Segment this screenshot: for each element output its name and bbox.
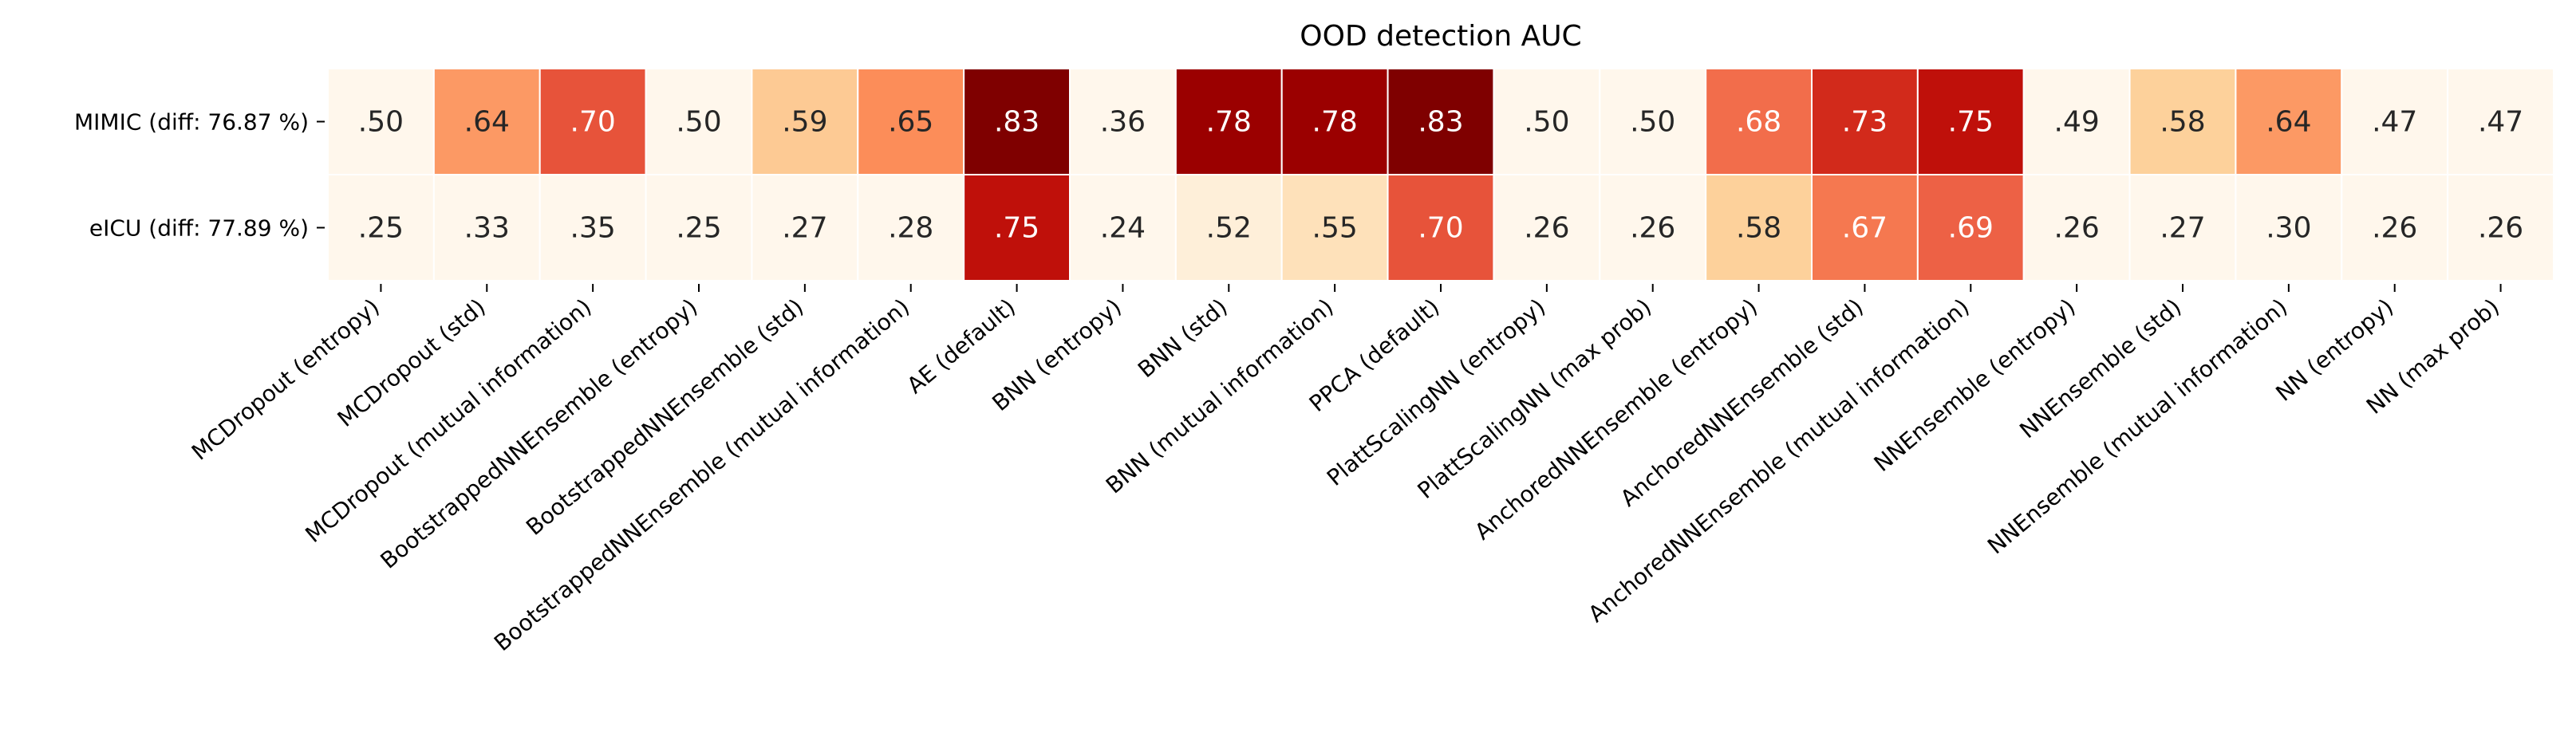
cell-value-label: .27 (2160, 212, 2205, 245)
cell-value-label: .25 (358, 212, 404, 245)
heatmap-cell (538, 68, 647, 175)
cell-value-label: .59 (782, 106, 827, 139)
cell-value-label: .58 (2160, 106, 2205, 139)
heatmap-cell (1599, 174, 1707, 282)
cell-value-label: .36 (1100, 106, 1146, 139)
cell-value-label: .26 (2372, 212, 2417, 245)
row-label: MIMIC (diff: 76.87 %) (74, 109, 309, 136)
cell-value-label: .78 (1312, 106, 1358, 139)
heatmap-cell (1811, 174, 1919, 282)
cell-value-label: .49 (2054, 106, 2100, 139)
cell-value-label: .70 (1418, 212, 1463, 245)
heatmap-cell (1493, 68, 1601, 175)
cell-value-label: .27 (782, 212, 827, 245)
cell-value-label: .28 (888, 212, 933, 245)
cell-value-label: .30 (2266, 212, 2311, 245)
cell-value-label: .26 (1630, 212, 1675, 245)
row-labels: MIMIC (diff: 76.87 %) eICU (diff: 77.89 %… (74, 109, 325, 242)
cell-value-label: .26 (2478, 212, 2523, 245)
heatmap-cell (2235, 68, 2343, 175)
heatmap-cell (645, 174, 753, 282)
heatmap-cell (1280, 174, 1389, 282)
heatmap-cell (2022, 174, 2131, 282)
heatmap-cell (432, 174, 541, 282)
heatmap-cell (2128, 68, 2237, 175)
column-labels: MCDropout (entropy)MCDropout (std)MCDrop… (187, 284, 2504, 656)
heatmap-cell (1705, 174, 1813, 282)
heatmap-cell (2022, 68, 2131, 175)
heatmap-cell (432, 68, 541, 175)
heatmap-cell (1069, 68, 1177, 175)
cell-value-label: .50 (1630, 106, 1675, 139)
heatmap-cell (2128, 174, 2237, 282)
heatmap-cell (2341, 68, 2449, 175)
cell-value-label: .50 (358, 106, 404, 139)
column-label: NNEnsemble (entropy) (1869, 293, 2081, 477)
heatmap-cell (857, 68, 965, 175)
cell-value-label: .47 (2372, 106, 2417, 139)
heatmap-cell (2341, 174, 2449, 282)
row-label: eICU (diff: 77.89 %) (89, 215, 309, 242)
cell-value-label: .26 (1524, 212, 1569, 245)
heatmap-cell (1916, 174, 2025, 282)
cell-value-label: .83 (994, 106, 1039, 139)
cell-value-label: .78 (1206, 106, 1252, 139)
heatmap-cell (327, 68, 435, 175)
heatmap-cell (2235, 174, 2343, 282)
cell-value-label: .35 (570, 212, 616, 245)
cell-value-label: .68 (1736, 106, 1781, 139)
cell-value-label: .83 (1418, 106, 1463, 139)
cell-value-label: .33 (464, 212, 510, 245)
heatmap-cell (2447, 174, 2554, 282)
cell-value-label: .55 (1312, 212, 1358, 245)
cell-value-label: .58 (1736, 212, 1781, 245)
heatmap-cell (1705, 68, 1813, 175)
heatmap-cell (1069, 174, 1177, 282)
heatmap-cell (963, 174, 1071, 282)
cell-value-label: .25 (676, 212, 721, 245)
cell-value-label: .75 (1948, 106, 1994, 139)
cell-value-label: .52 (1206, 212, 1252, 245)
cell-value-label: .65 (888, 106, 933, 139)
cell-value-label: .50 (676, 106, 721, 139)
cell-value-label: .64 (464, 106, 510, 139)
heatmap-cell (645, 68, 753, 175)
heatmap-cell (857, 174, 965, 282)
column-label: BNN (std) (1133, 293, 1233, 383)
cell-value-label: .67 (1842, 212, 1888, 245)
heatmap-cell (2447, 68, 2554, 175)
cell-value-label: .50 (1524, 106, 1569, 139)
cell-value-label: .47 (2478, 106, 2523, 139)
heatmap-cell (1280, 68, 1389, 175)
cell-value-label: .26 (2054, 212, 2100, 245)
heatmap-cell (1916, 68, 2025, 175)
heatmap-cells: .50 .64 .70 .50 .59 .65 .83 .36 .78 .78 .83 .50 .50.… (327, 68, 2554, 282)
cell-value-label: .73 (1842, 106, 1888, 139)
cell-value-label: .64 (2266, 106, 2311, 139)
cell-value-label: .24 (1100, 212, 1146, 245)
cell-value-label: .69 (1948, 212, 1994, 245)
chart-title: OOD detection AUC (1300, 20, 1581, 53)
heatmap-cell (327, 174, 435, 282)
cell-value-label: .70 (570, 106, 616, 139)
column-label: PlattScalingNN (entropy) (1322, 293, 1550, 491)
cell-value-label: .75 (994, 212, 1039, 245)
column-label: AnchoredNNEnsemble (mutual information) (1584, 293, 1974, 628)
column-label: MCDropout (entropy) (187, 293, 385, 466)
